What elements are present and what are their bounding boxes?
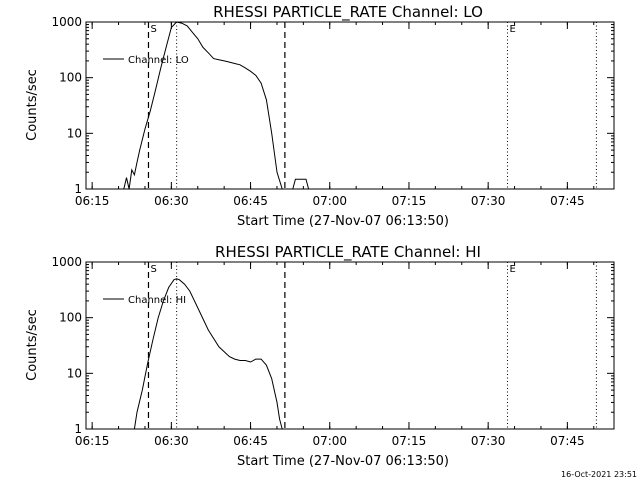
chart-panel-lo: RHESSI PARTICLE_RATE Channel: LO Start T… xyxy=(25,3,615,229)
x-tick-label: 07:00 xyxy=(312,434,347,448)
plot-frame xyxy=(85,21,615,190)
series-line xyxy=(86,21,614,190)
x-axis: 06:15 06:30 06:45 07:00 07:15 07:30 07:45 xyxy=(75,22,595,208)
marker-label: S xyxy=(150,264,156,275)
legend: Channel: LO xyxy=(103,55,189,66)
y-axis-label: Counts/sec xyxy=(25,69,40,141)
legend-label: Channel: LO xyxy=(128,55,189,66)
x-tick-label: 06:15 xyxy=(75,194,110,208)
marker-label: E xyxy=(510,264,516,275)
y-tick-label: 10 xyxy=(67,126,82,140)
y-tick-label: 1000 xyxy=(51,15,82,29)
y-axis: 1 10 100 1000 xyxy=(51,255,614,436)
series-lines xyxy=(133,278,283,430)
series-lines xyxy=(86,21,614,190)
x-tick-label: 07:45 xyxy=(550,434,585,448)
y-tick-label: 100 xyxy=(59,71,82,85)
timestamp-label: 16-Oct-2021 23:51 xyxy=(561,470,637,479)
x-axis-label: Start Time (27-Nov-07 06:13:50) xyxy=(237,454,449,469)
legend: Channel: HI xyxy=(103,295,186,306)
x-axis-label: Start Time (27-Nov-07 06:13:50) xyxy=(237,214,449,229)
chart-title: RHESSI PARTICLE_RATE Channel: HI xyxy=(215,243,481,262)
y-tick-label: 1 xyxy=(74,182,82,196)
x-tick-label: 06:15 xyxy=(75,434,110,448)
x-tick-label: 07:45 xyxy=(550,194,585,208)
chart-title: RHESSI PARTICLE_RATE Channel: LO xyxy=(213,3,483,22)
chart-panel-hi: RHESSI PARTICLE_RATE Channel: HI Start T… xyxy=(25,243,615,469)
x-tick-label: 07:15 xyxy=(392,434,427,448)
series-line xyxy=(133,278,283,430)
x-tick-label: 06:30 xyxy=(154,194,189,208)
y-axis-label: Counts/sec xyxy=(25,309,40,381)
x-tick-label: 07:30 xyxy=(471,194,506,208)
legend-label: Channel: HI xyxy=(128,295,186,306)
y-tick-label: 100 xyxy=(59,311,82,325)
y-tick-label: 1000 xyxy=(51,255,82,269)
x-tick-label: 07:15 xyxy=(392,194,427,208)
y-tick-label: 1 xyxy=(74,422,82,436)
x-axis: 06:15 06:30 06:45 07:00 07:15 07:30 07:45 xyxy=(75,262,595,448)
plot-frame xyxy=(85,261,615,430)
x-tick-label: 06:45 xyxy=(233,194,268,208)
y-axis: 1 10 100 1000 xyxy=(51,15,614,196)
x-tick-label: 07:30 xyxy=(471,434,506,448)
x-tick-label: 06:45 xyxy=(233,434,268,448)
x-tick-label: 07:00 xyxy=(312,194,347,208)
y-tick-label: 10 xyxy=(67,366,82,380)
x-tick-label: 06:30 xyxy=(154,434,189,448)
marker-label: E xyxy=(510,24,516,35)
marker-label: S xyxy=(150,24,156,35)
